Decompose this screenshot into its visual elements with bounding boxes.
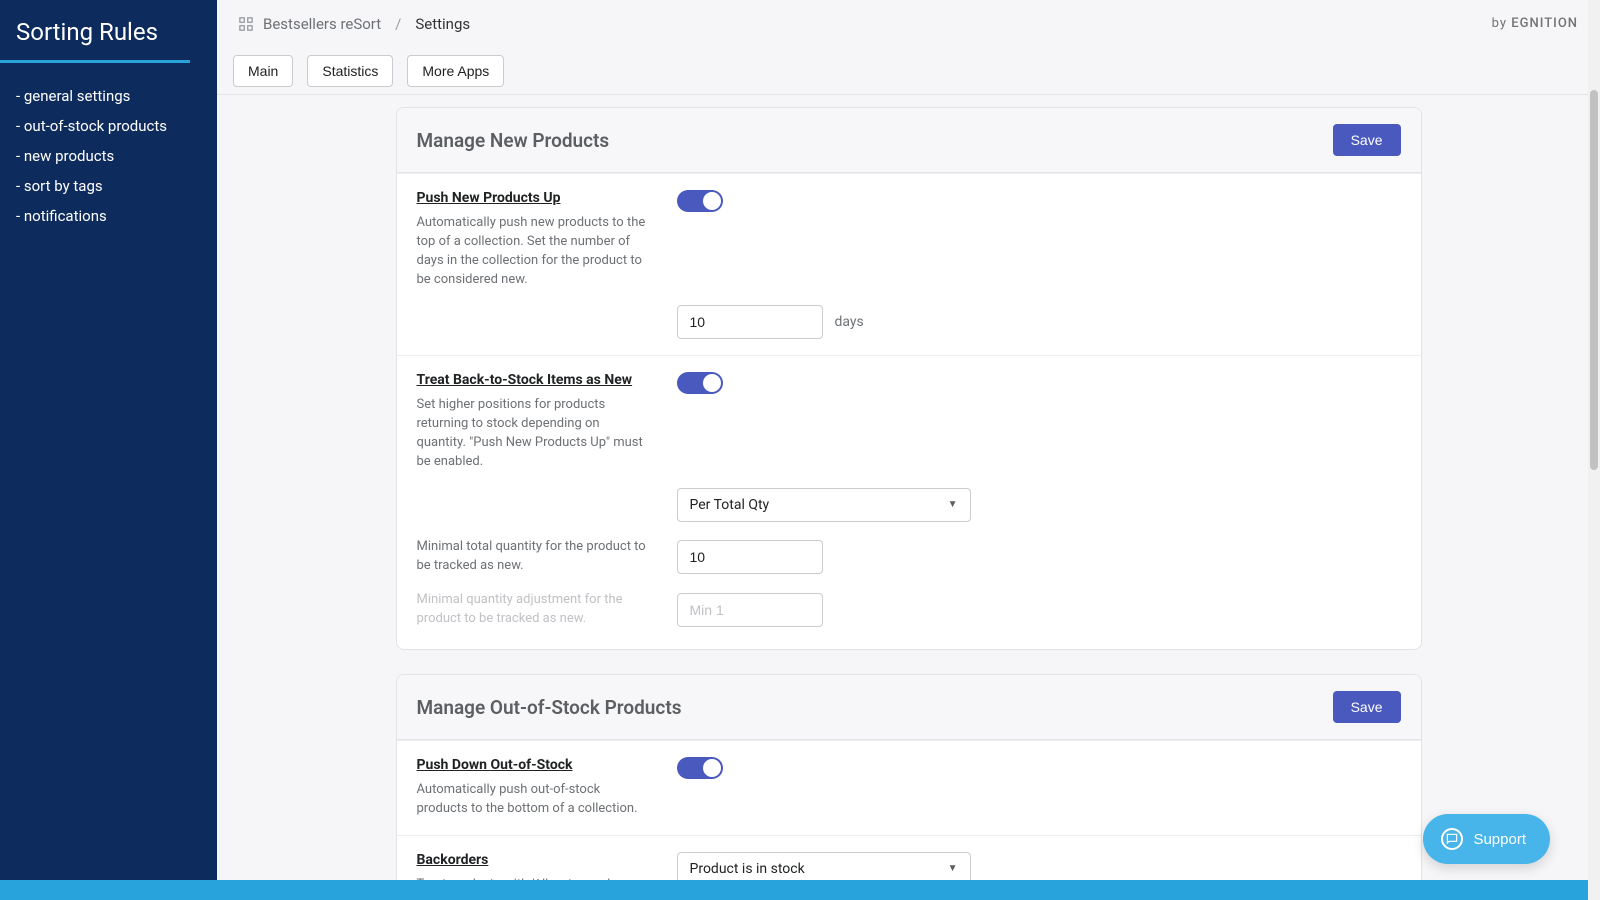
scrollbar-thumb[interactable]	[1590, 90, 1598, 470]
support-label: Support	[1473, 831, 1526, 848]
sidebar: Sorting Rules - general settings - out-o…	[0, 0, 217, 900]
breadcrumb: Bestsellers reSort / Settings	[239, 15, 470, 33]
back-to-stock-heading[interactable]: Treat Back-to-Stock Items as New	[417, 372, 647, 388]
row-push-down: Push Down Out-of-Stock Automatically pus…	[397, 740, 1421, 835]
content[interactable]: Manage New Products Save Push New Produc…	[217, 95, 1600, 900]
back-to-stock-toggle[interactable]	[677, 372, 723, 394]
push-up-toggle[interactable]	[677, 190, 723, 212]
row-push-up-days: days	[397, 305, 1421, 355]
footer-bar	[0, 880, 1600, 900]
row-push-up: Push New Products Up Automatically push …	[397, 173, 1421, 305]
push-down-heading[interactable]: Push Down Out-of-Stock	[417, 757, 647, 773]
sidebar-item-oos[interactable]: - out-of-stock products	[16, 111, 201, 141]
brand-by: by	[1492, 16, 1507, 31]
sidebar-item-new[interactable]: - new products	[16, 141, 201, 171]
sidebar-item-tags[interactable]: - sort by tags	[16, 171, 201, 201]
row-bts-select: Per Total Qty ▼	[397, 488, 1421, 538]
min-total-label: Minimal total quantity for the product t…	[417, 538, 647, 576]
push-down-toggle[interactable]	[677, 757, 723, 779]
row-min-adj: Minimal quantity adjustment for the prod…	[397, 591, 1421, 649]
save-button-oos[interactable]: Save	[1333, 691, 1401, 723]
support-button[interactable]: Support	[1423, 814, 1550, 864]
sidebar-nav: - general settings - out-of-stock produc…	[0, 81, 217, 231]
breadcrumb-sep: /	[395, 15, 401, 33]
push-up-unit: days	[835, 314, 864, 330]
panel-title-new: Manage New Products	[417, 129, 610, 152]
backorders-select-value: Product is in stock	[690, 861, 805, 877]
breadcrumb-page: Settings	[415, 15, 470, 33]
min-adj-input	[677, 593, 823, 627]
push-up-days-input[interactable]	[677, 305, 823, 339]
tab-main[interactable]: Main	[233, 55, 293, 87]
tabbar: Main Statistics More Apps	[217, 47, 1600, 95]
bts-mode-select[interactable]: Per Total Qty ▼	[677, 488, 971, 522]
scrollbar[interactable]	[1588, 0, 1600, 900]
main: Bestsellers reSort / Settings by EGNITIO…	[217, 0, 1600, 900]
tab-statistics[interactable]: Statistics	[307, 55, 393, 87]
bts-mode-value: Per Total Qty	[690, 497, 770, 513]
panel-oos: Manage Out-of-Stock Products Save Push D…	[396, 674, 1422, 900]
push-up-heading[interactable]: Push New Products Up	[417, 190, 647, 206]
panel-header-new: Manage New Products Save	[397, 108, 1421, 173]
sidebar-title: Sorting Rules	[0, 18, 217, 60]
topbar: Bestsellers reSort / Settings by EGNITIO…	[217, 0, 1600, 47]
min-total-input[interactable]	[677, 540, 823, 574]
push-up-desc: Automatically push new products to the t…	[417, 214, 647, 289]
chevron-down-icon: ▼	[948, 499, 958, 510]
brand: by EGNITION	[1492, 16, 1578, 31]
breadcrumb-app[interactable]: Bestsellers reSort	[263, 15, 381, 33]
tab-more-apps[interactable]: More Apps	[407, 55, 504, 87]
sidebar-item-notifications[interactable]: - notifications	[16, 201, 201, 231]
row-min-total: Minimal total quantity for the product t…	[397, 538, 1421, 592]
sidebar-underline	[0, 60, 190, 63]
sidebar-item-general[interactable]: - general settings	[16, 81, 201, 111]
min-adj-label: Minimal quantity adjustment for the prod…	[417, 591, 647, 629]
brand-name: EGNITION	[1511, 16, 1578, 31]
panel-title-oos: Manage Out-of-Stock Products	[417, 696, 682, 719]
panel-new-products: Manage New Products Save Push New Produc…	[396, 107, 1422, 650]
chat-icon	[1441, 828, 1463, 850]
panel-header-oos: Manage Out-of-Stock Products Save	[397, 675, 1421, 740]
row-back-to-stock: Treat Back-to-Stock Items as New Set hig…	[397, 355, 1421, 487]
back-to-stock-desc: Set higher positions for products return…	[417, 396, 647, 471]
grid-icon	[239, 17, 253, 31]
push-down-desc: Automatically push out-of-stock products…	[417, 781, 647, 819]
save-button-new[interactable]: Save	[1333, 124, 1401, 156]
chevron-down-icon: ▼	[948, 863, 958, 874]
backorders-heading[interactable]: Backorders	[417, 852, 647, 868]
